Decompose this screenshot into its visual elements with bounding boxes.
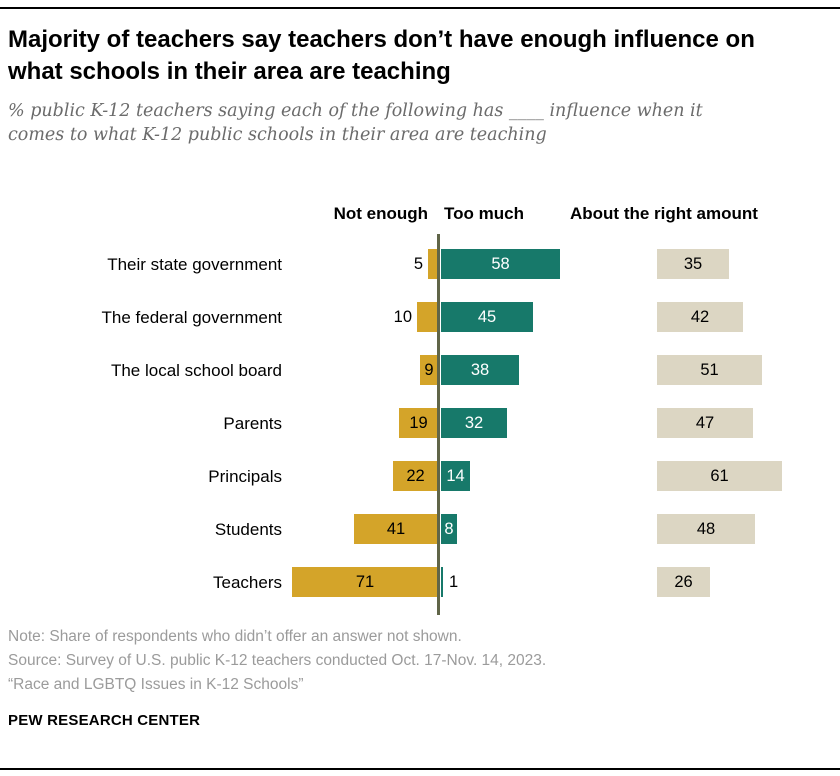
- value-label: 45: [477, 307, 497, 326]
- brand: PEW RESEARCH CENTER: [8, 711, 201, 729]
- value-label: 61: [710, 466, 729, 485]
- chart-row: Students 41 8 48: [8, 503, 832, 556]
- too-much-bar: [441, 566, 443, 597]
- about-right-bar: [657, 407, 753, 438]
- about-right-bar: [657, 566, 710, 597]
- category-label: The local school board: [110, 360, 282, 380]
- category-label: Students: [214, 519, 282, 539]
- not-enough-zone: 5: [288, 238, 438, 291]
- not-enough-bar: [393, 460, 438, 491]
- not-enough-zone: 41: [288, 503, 438, 556]
- value-label: 51: [700, 360, 719, 379]
- too-much-zone: 38: [438, 344, 657, 397]
- about-right-zone: 26: [657, 556, 832, 609]
- column-header-too-much: Too much: [444, 203, 524, 223]
- value-label: 71: [355, 572, 375, 591]
- chart: Not enough Too much About the right amou…: [8, 190, 832, 615]
- value-label: 22: [406, 466, 425, 485]
- not-enough-bar: [292, 566, 438, 597]
- not-enough-bar: [417, 301, 438, 332]
- too-much-bar: [441, 354, 519, 385]
- about-right-zone: 35: [657, 238, 832, 291]
- chart-row: Principals 22 14 61: [8, 450, 832, 503]
- about-right-bar: [657, 248, 729, 279]
- chart-row: The federal government 10 45 42: [8, 291, 832, 344]
- not-enough-zone: 71: [288, 556, 438, 609]
- column-header-not-enough: Not enough: [333, 203, 428, 223]
- value-label: 48: [696, 519, 716, 538]
- axis-line: [437, 233, 440, 615]
- too-much-bar: [441, 248, 560, 279]
- too-much-zone: 58: [438, 238, 657, 291]
- about-right-zone: 47: [657, 397, 832, 450]
- chart-title: Majority of teachers say teachers don’t …: [8, 26, 755, 85]
- value-label: 26: [674, 572, 693, 591]
- about-right-bar: [657, 513, 755, 544]
- value-label: 1: [449, 572, 459, 591]
- category-label: The federal government: [101, 307, 283, 327]
- too-much-zone: 1: [438, 556, 657, 609]
- chart-subtitle: % public K-12 teachers saying each of th…: [8, 100, 703, 146]
- bottom-rule: [0, 768, 840, 770]
- too-much-bar: [441, 407, 507, 438]
- about-right-zone: 61: [657, 450, 832, 503]
- value-label: 5: [413, 254, 423, 273]
- value-label: 38: [470, 360, 490, 379]
- about-right-bar: [657, 354, 762, 385]
- about-right-zone: 48: [657, 503, 832, 556]
- chart-rows: Their state government 5 58 35 The federal g…: [8, 233, 832, 615]
- not-enough-zone: 19: [288, 397, 438, 450]
- not-enough-bar: [399, 407, 438, 438]
- not-enough-bar: [420, 354, 438, 385]
- value-label: 35: [683, 254, 703, 273]
- column-header-about-right: About the right amount: [570, 203, 758, 223]
- top-rule: [0, 7, 840, 9]
- too-much-zone: 14: [438, 450, 657, 503]
- report-title: “Race and LGBTQ Issues in K-12 Schools”: [8, 675, 304, 693]
- value-label: 10: [393, 307, 412, 326]
- chart-row: The local school board 9 38 51: [8, 344, 832, 397]
- value-label: 19: [409, 413, 428, 432]
- value-label: 47: [695, 413, 715, 432]
- value-label: 42: [690, 307, 710, 326]
- too-much-zone: 8: [438, 503, 657, 556]
- column-headers: Not enough Too much About the right amou…: [8, 190, 832, 238]
- category-label: Their state government: [107, 254, 282, 274]
- about-right-zone: 42: [657, 291, 832, 344]
- chart-row: Parents 19 32 47: [8, 397, 832, 450]
- category-label: Principals: [208, 466, 282, 486]
- value-label: 41: [386, 519, 406, 538]
- footnotes: Note: Share of respondents who didn’t of…: [8, 625, 832, 697]
- not-enough-bar: [428, 248, 438, 279]
- too-much-zone: 45: [438, 291, 657, 344]
- not-enough-zone: 10: [288, 291, 438, 344]
- value-label: 58: [491, 254, 510, 273]
- note-text: Note: Share of respondents who didn’t of…: [8, 627, 462, 645]
- too-much-bar: [441, 301, 533, 332]
- not-enough-zone: 9: [288, 344, 438, 397]
- too-much-zone: 32: [438, 397, 657, 450]
- chart-row: Teachers 71 1 26: [8, 556, 832, 609]
- too-much-bar: [441, 513, 457, 544]
- too-much-bar: [441, 460, 470, 491]
- value-label: 8: [444, 519, 454, 538]
- value-label: 14: [446, 466, 465, 485]
- category-label: Parents: [223, 413, 282, 433]
- value-label: 32: [464, 413, 484, 432]
- chart-row: Their state government 5 58 35: [8, 238, 832, 291]
- not-enough-zone: 22: [288, 450, 438, 503]
- source-text: Source: Survey of U.S. public K-12 teach…: [8, 651, 547, 669]
- value-label: 9: [424, 360, 434, 379]
- category-label: Teachers: [213, 572, 282, 592]
- not-enough-bar: [354, 513, 438, 544]
- about-right-zone: 51: [657, 344, 832, 397]
- about-right-bar: [657, 460, 782, 491]
- about-right-bar: [657, 301, 743, 332]
